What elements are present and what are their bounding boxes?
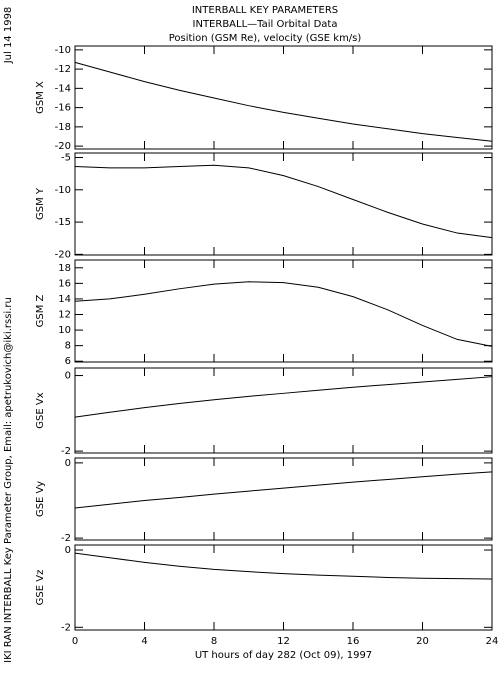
panel-frame xyxy=(74,544,493,631)
y-tick-label: 14 xyxy=(58,294,71,305)
y-tick-label: -10 xyxy=(55,45,71,56)
y-tick-label: -15 xyxy=(55,217,71,228)
y-tick-label: 8 xyxy=(65,341,71,352)
y-tick-label: -18 xyxy=(55,122,71,133)
y-tick-label: 0 xyxy=(65,545,71,556)
y-tick-label: -10 xyxy=(55,185,71,196)
data-line xyxy=(74,471,493,509)
panel-frame xyxy=(74,457,493,541)
data-line xyxy=(74,552,493,580)
panel-frame xyxy=(74,367,493,454)
y-tick-label: 6 xyxy=(65,356,71,367)
panel-frame xyxy=(74,259,493,363)
y-axis-label: GSE Vz xyxy=(35,570,46,606)
y-axis-label: GSM X xyxy=(35,81,46,114)
date: Jul 14 1998 xyxy=(3,7,14,65)
y-tick-label: 12 xyxy=(58,310,71,321)
y-tick-label: -16 xyxy=(55,103,71,114)
credit: IKI RAN INTERBALL Key Parameter Group, E… xyxy=(3,297,14,663)
y-tick-label: 16 xyxy=(58,278,71,289)
panel-frame xyxy=(74,45,493,150)
x-tick-label: 0 xyxy=(72,636,78,647)
y-tick-label: -14 xyxy=(55,83,71,94)
data-line xyxy=(74,376,493,418)
x-tick-label: 24 xyxy=(486,636,499,647)
y-tick-label: -20 xyxy=(55,141,71,152)
y-tick-label: 18 xyxy=(58,263,71,274)
y-tick-label: -20 xyxy=(55,249,71,260)
x-axis-label: UT hours of day 282 (Oct 09), 1997 xyxy=(195,650,372,661)
y-tick-label: 0 xyxy=(65,458,71,469)
y-tick-label: -5 xyxy=(61,153,71,164)
y-tick-label: 10 xyxy=(58,325,71,336)
y-axis-label: GSM Y xyxy=(35,187,46,220)
title: Position (GSM Re), velocity (GSE km/s) xyxy=(169,33,362,44)
data-line xyxy=(74,61,493,142)
title: INTERBALL KEY PARAMETERS xyxy=(192,5,338,16)
y-axis-label: GSE Vy xyxy=(35,481,46,517)
data-line xyxy=(74,164,493,239)
y-tick-label: -2 xyxy=(61,446,71,457)
y-tick-label: -12 xyxy=(55,64,71,75)
y-tick-label: -2 xyxy=(61,533,71,544)
y-axis-label: GSM Z xyxy=(35,294,46,327)
x-tick-label: 4 xyxy=(141,636,147,647)
x-tick-label: 16 xyxy=(347,636,360,647)
x-tick-label: 20 xyxy=(416,636,429,647)
y-tick-label: 0 xyxy=(65,371,71,382)
y-tick-label: -2 xyxy=(61,622,71,633)
y-axis-label: GSE Vx xyxy=(35,392,46,428)
data-line xyxy=(74,281,493,347)
title: INTERBALL—Tail Orbital Data xyxy=(193,19,338,30)
x-tick-label: 8 xyxy=(211,636,217,647)
x-tick-label: 12 xyxy=(277,636,290,647)
